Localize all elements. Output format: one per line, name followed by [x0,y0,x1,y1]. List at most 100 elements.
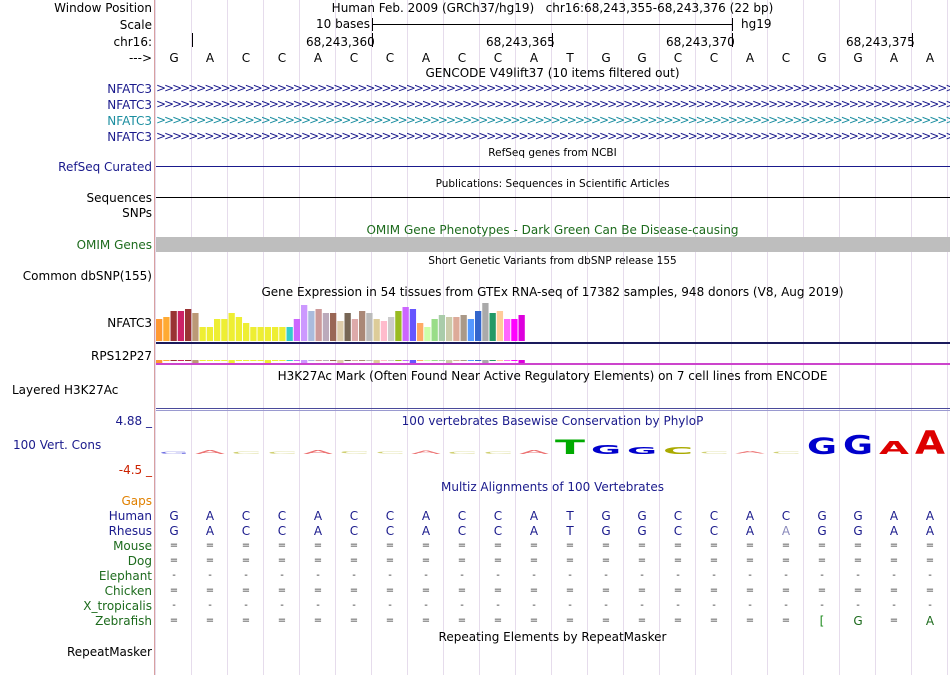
dbsnp-track-label[interactable]: Common dbSNP(155) [22,269,152,283]
gtex-tissue-bar [424,327,431,341]
alignment-base: - [604,570,608,581]
sequence-base[interactable]: C [493,51,503,65]
gtex-rps-tissue-bar [409,360,417,363]
alignment-base: = [421,555,431,566]
alignment-base: = [349,585,359,596]
species-label[interactable]: Elephant [98,569,152,583]
sequences-track-label[interactable]: Sequences [86,191,152,205]
species-label[interactable]: Chicken [104,584,152,598]
window-position-text: Human Feb. 2009 (GRCh37/hg19) chr16:68,2… [331,1,774,15]
phylop-base-glyph: C [339,451,379,455]
sequence-base[interactable]: G [637,51,647,65]
alignment-base: - [928,600,932,611]
sequence-base[interactable]: C [709,51,719,65]
sequence-base[interactable]: C [673,51,683,65]
sequence-base[interactable]: A [421,51,431,65]
gtex-tissue-bar [380,321,388,341]
alignment-base: = [385,555,395,566]
gencode-transcript[interactable]: >>>>>>>>>>>>>>>>>>>>>>>>>>>>>>>>>>>>>>>>… [156,129,950,143]
alignment-base: = [529,585,539,596]
sequence-base[interactable]: G [817,51,827,65]
species-label[interactable]: Mouse [113,539,152,553]
gtex-rps-tissue-bar [293,360,301,361]
alignment-base: - [208,570,212,581]
gtex-rps-tissue-bar [511,360,518,361]
alignment-base: G [817,524,827,538]
sequence-base[interactable]: A [925,51,935,65]
alignment-base: = [205,615,215,626]
omim-phenotype-bar[interactable] [156,237,950,252]
alignment-base: - [568,600,572,611]
repeatmasker-track-label[interactable]: RepeatMasker [66,645,152,659]
scale-bar-text: 10 bases [316,17,370,31]
sequence-base[interactable]: G [169,51,179,65]
alignment-base: - [388,600,392,611]
gencode-track-label[interactable]: NFATC3 [107,82,152,96]
alignment-base: A [205,509,215,523]
alignment-base: A [781,524,791,538]
sequence-base[interactable]: G [853,51,863,65]
refseq-track-label[interactable]: RefSeq Curated [58,160,152,174]
gaps-label[interactable]: Gaps [121,494,152,508]
alignment-base: = [241,615,251,626]
alignment-base: = [709,585,719,596]
sequence-base[interactable]: C [457,51,467,65]
species-label[interactable]: Zebrafish [95,614,152,628]
phylop-base-glyph: A [411,450,441,456]
gencode-track-label[interactable]: NFATC3 [107,114,152,128]
alignment-base: = [673,540,683,551]
refseq-track-line[interactable] [156,166,950,167]
phylop-track-label[interactable]: 100 Vert. Cons [13,438,102,452]
alignment-base: - [856,570,860,581]
sequence-base[interactable]: A [205,51,215,65]
sequence-base[interactable]: C [277,51,287,65]
gtex-tissue-bar [482,303,489,341]
alignment-base: - [460,600,464,611]
sequences-track-line[interactable] [156,197,950,198]
h3k27ac-baseline[interactable] [156,408,950,409]
species-label[interactable]: Rhesus [108,524,152,538]
sequence-base[interactable]: G [601,51,611,65]
chrom-position-2: 68,243,365 [486,35,555,49]
gencode-transcript[interactable]: >>>>>>>>>>>>>>>>>>>>>>>>>>>>>>>>>>>>>>>>… [156,113,950,127]
species-label[interactable]: Dog [127,554,152,568]
snps-track-label[interactable]: SNPs [122,206,152,220]
sequence-base[interactable]: T [566,51,574,65]
sequence-base[interactable]: A [529,51,539,65]
alignment-base: C [493,524,503,538]
species-label[interactable]: Human [108,509,152,523]
phylop-base-glyph: T [555,436,587,459]
gtex-expression-chart[interactable] [156,300,950,370]
gtex-rps-tissue-bar [518,360,525,363]
omim-track-label[interactable]: OMIM Genes [76,238,152,252]
gencode-track-label[interactable]: NFATC3 [107,98,152,112]
gtex-nfatc3-label[interactable]: NFATC3 [107,316,152,330]
alignment-base: = [529,615,539,626]
gencode-transcript[interactable]: >>>>>>>>>>>>>>>>>>>>>>>>>>>>>>>>>>>>>>>>… [156,97,950,111]
alignment-base: A [421,524,431,538]
gencode-transcript[interactable]: >>>>>>>>>>>>>>>>>>>>>>>>>>>>>>>>>>>>>>>>… [156,81,950,95]
sequence-base[interactable]: A [313,51,323,65]
alignment-base: - [280,600,284,611]
grid-line [911,0,912,675]
species-label[interactable]: X_tropicalis [83,599,152,613]
alignment-base: - [424,600,428,611]
alignment-base: - [856,600,860,611]
gtex-tissue-bar [228,313,235,341]
sequence-base[interactable]: C [781,51,791,65]
h3k27ac-track-label[interactable]: Layered H3K27Ac [12,383,119,397]
alignment-base: [ [819,614,825,628]
sequence-base[interactable]: A [889,51,899,65]
gtex-rps-tissue-bar [446,360,453,363]
alignment-base: - [748,570,752,581]
phylop-logo[interactable]: G A C C A CC A C C A T G G C C AC G G A A [156,428,950,468]
sequence-base[interactable]: C [241,51,251,65]
sequence-base[interactable]: C [385,51,395,65]
alignment-base: = [745,585,755,596]
gencode-track-label[interactable]: NFATC3 [107,130,152,144]
gtex-rps12p27-label[interactable]: RPS12P27 [91,349,152,363]
phylop-min: -4.5 _ [118,463,152,477]
sequence-base[interactable]: A [745,51,755,65]
sequence-base[interactable]: C [349,51,359,65]
repeatmasker-title: Repeating Elements by RepeatMasker [438,630,667,644]
